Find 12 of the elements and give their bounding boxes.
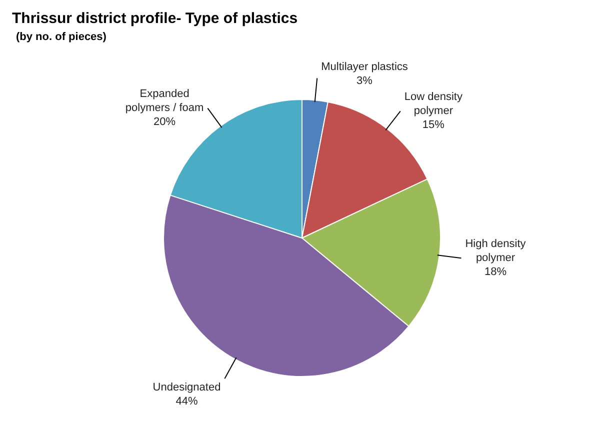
data-label: 20% xyxy=(154,116,176,128)
slice-label: Low density polymer xyxy=(404,91,463,118)
chart-title: Thrissur district profile- Type of plastics xyxy=(11,9,299,29)
chart-subtitle: (by no. of pieces) xyxy=(15,30,108,43)
data-label: 44% xyxy=(176,396,198,408)
slice-label: High density polymer xyxy=(465,238,526,264)
data-label: 18% xyxy=(484,266,507,278)
data-label: 15% xyxy=(422,119,445,132)
slice-label: Multilayer plastics xyxy=(321,61,408,74)
slice-label: Expanded polymers / foam xyxy=(125,88,204,114)
data-label: 3% xyxy=(356,75,373,88)
slice-label: Undesignated xyxy=(152,382,221,394)
